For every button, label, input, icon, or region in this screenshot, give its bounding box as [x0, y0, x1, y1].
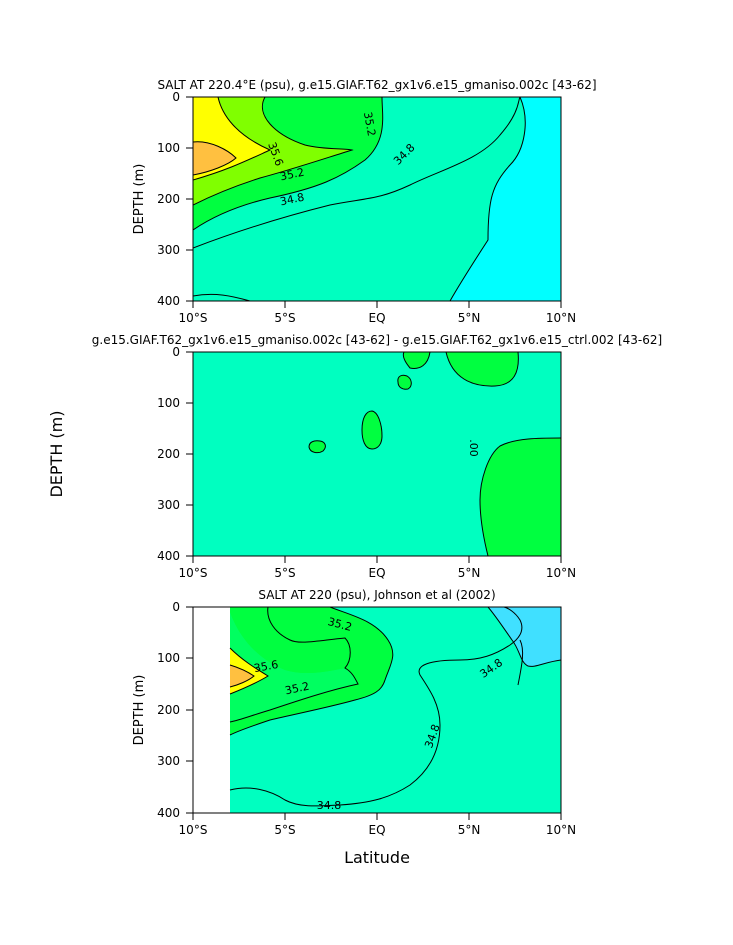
p2-region-top-mid: [403, 352, 430, 369]
p2-contour-top-mid: [402, 352, 431, 369]
p3-region-more-salty: [230, 612, 358, 722]
p3-region-green-strip: [230, 607, 351, 674]
panel-1-title: SALT AT 220.4°E (psu), g.e15.GIAF.T62_gx…: [157, 78, 596, 92]
p3-contour-label-6: 34.8: [317, 799, 342, 812]
p2-contour-west: [308, 440, 326, 454]
p2-region-top-right: [446, 352, 519, 387]
panel-3-ticks: [186, 606, 562, 820]
p1-contour-2: [193, 97, 354, 206]
p3-xtick-5n: 5°N: [458, 823, 481, 837]
p2-xtick-5n: 5°N: [458, 566, 481, 580]
p1-contour-7: [193, 293, 251, 301]
panel-2: g.e15.GIAF.T62_gx1v6.e15_gmaniso.002c [4…: [92, 333, 662, 580]
p3-ytick-400: 400: [157, 806, 180, 820]
p3-region-fresh-ne: [488, 607, 561, 667]
p3-ytick-0: 0: [172, 600, 180, 614]
p1-contour-1: [193, 97, 384, 231]
p3-region-max: [230, 665, 254, 687]
p2-region-eq: [362, 411, 382, 449]
p3-ytick-200: 200: [157, 703, 180, 717]
panel-2-ticks: [186, 351, 562, 563]
p3-xtick-eq: EQ: [368, 823, 385, 837]
p2-ytick-200: 200: [157, 447, 180, 461]
p3-contour-label-3: 35.2: [284, 680, 311, 698]
p2-ytick-400: 400: [157, 549, 180, 563]
p3-region-nodata: [193, 607, 230, 813]
p3-xlabel: Latitude: [344, 848, 410, 867]
panel-2-title: g.e15.GIAF.T62_gx1v6.e15_gmaniso.002c [4…: [92, 333, 662, 347]
panel-1-field: 35.2 35.6 35.2 34.8 34.8: [193, 97, 561, 301]
p1-contour-5: [193, 97, 521, 249]
p2-xtick-10n: 10°N: [546, 566, 576, 580]
panel-3-title: SALT AT 220 (psu), Johnson et al (2002): [258, 588, 495, 602]
p1-xtick-5n: 5°N: [458, 311, 481, 325]
p2-xtick-eq: EQ: [368, 566, 385, 580]
p2-contour-top-right: [445, 352, 519, 387]
p2-contour-small: [397, 374, 412, 390]
p3-contour-3: [229, 647, 269, 695]
p1-contour-6: [449, 97, 526, 301]
p3-contour-5: [229, 607, 523, 807]
p1-xtick-10s: 10°S: [179, 311, 208, 325]
figure-ylabel: DEPTH (m): [47, 410, 66, 497]
p3-contour-label-2: 35.6: [253, 658, 279, 675]
p2-ytick-0: 0: [172, 345, 180, 359]
p2-contour-east: [479, 437, 561, 556]
p3-ylabel: DEPTH (m): [132, 675, 147, 746]
p1-ytick-300: 300: [157, 243, 180, 257]
p2-xtick-5s: 5°S: [274, 566, 295, 580]
p1-ytick-400: 400: [157, 294, 180, 308]
p1-contour-4: [193, 141, 237, 176]
p1-ytick-100: 100: [157, 141, 180, 155]
p2-region-east: [480, 438, 561, 556]
panel-1-ticks: [186, 96, 562, 308]
p3-ytick-300: 300: [157, 754, 180, 768]
p3-contour-1: [229, 607, 394, 736]
p2-region-west: [309, 440, 326, 453]
p1-xtick-5s: 5°S: [274, 311, 295, 325]
p1-contour-label-4: 34.8: [279, 191, 306, 209]
p1-contour-label-3: 35.2: [279, 166, 306, 184]
p1-region-more-salty: [193, 97, 352, 205]
p3-contour-4: [229, 664, 255, 688]
p1-region-bottom: [193, 294, 250, 301]
p2-ytick-300: 300: [157, 498, 180, 512]
p3-contour-label-1: 35.2: [326, 615, 353, 634]
p1-xtick-10n: 10°N: [546, 311, 576, 325]
panel-3: SALT AT 220 (psu), Johnson et al (2002): [132, 588, 576, 867]
p1-ytick-200: 200: [157, 192, 180, 206]
p3-xtick-10n: 10°N: [546, 823, 576, 837]
p2-ytick-100: 100: [157, 396, 180, 410]
p1-ylabel: DEPTH (m): [132, 164, 147, 235]
p3-ytick-100: 100: [157, 651, 180, 665]
p3-contour-2: [229, 607, 359, 723]
p2-region-small: [397, 375, 412, 390]
p2-contour-label: .00: [467, 439, 480, 457]
p2-contour-eq: [361, 410, 383, 450]
panel-3-field: 35.2 35.6 35.2 34.8 34.8 34.8: [193, 607, 561, 813]
p1-contour-label-1: 35.2: [361, 111, 378, 137]
p1-ytick-0: 0: [172, 90, 180, 104]
p3-contour-7: [487, 607, 561, 667]
p3-contour-8: [517, 639, 524, 686]
p2-xtick-10s: 10°S: [179, 566, 208, 580]
p1-contour-3: [193, 97, 272, 181]
panel-1: SALT AT 220.4°E (psu), g.e15.GIAF.T62_gx…: [132, 78, 597, 325]
panel-2-field: .00: [193, 352, 561, 556]
p3-xtick-5s: 5°S: [274, 823, 295, 837]
p3-xtick-10s: 10°S: [179, 823, 208, 837]
p1-xtick-eq: EQ: [368, 311, 385, 325]
